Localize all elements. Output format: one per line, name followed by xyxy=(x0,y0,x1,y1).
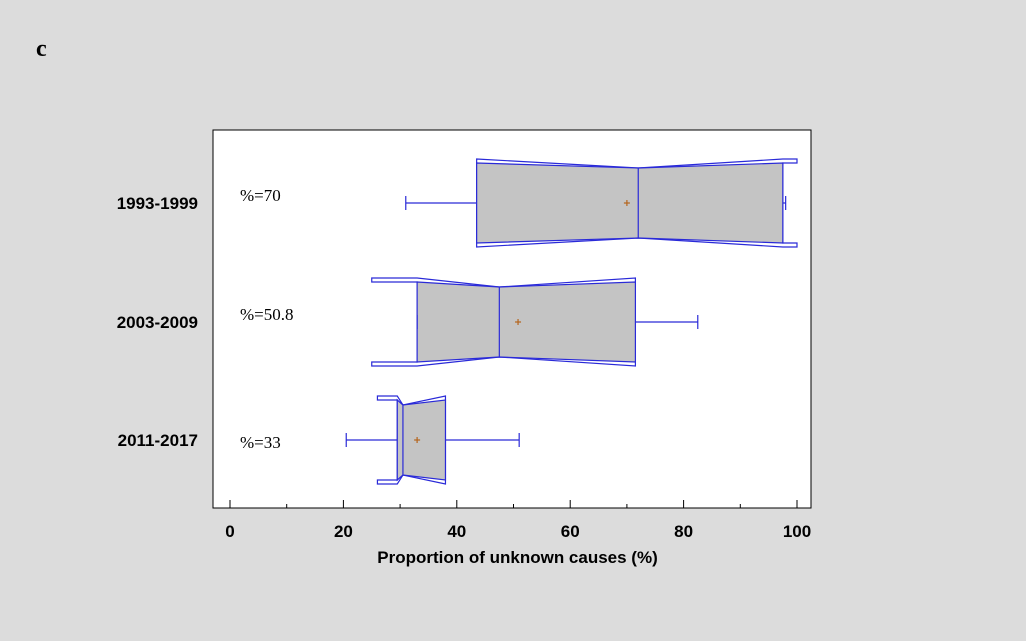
x-tick-label: 100 xyxy=(783,522,811,541)
x-axis-title: Proportion of unknown causes (%) xyxy=(377,548,658,567)
box-notch-outline xyxy=(476,158,798,248)
category-label: 2003-2009 xyxy=(117,313,198,332)
mean-annotation: %=50.8 xyxy=(240,305,294,324)
box-body xyxy=(396,398,447,482)
x-tick-label: 80 xyxy=(674,522,693,541)
category-label: 2011-2017 xyxy=(118,431,198,450)
x-tick-label: 20 xyxy=(334,522,353,541)
x-tick-label: 60 xyxy=(561,522,580,541)
x-tick-label: 0 xyxy=(225,522,234,541)
category-label: 1993-1999 xyxy=(117,194,198,213)
x-tick-label: 40 xyxy=(447,522,466,541)
panel-label: c xyxy=(36,36,47,62)
mean-annotation: %=70 xyxy=(240,186,281,205)
box-body xyxy=(416,281,637,363)
mean-annotation: %=33 xyxy=(240,433,281,452)
